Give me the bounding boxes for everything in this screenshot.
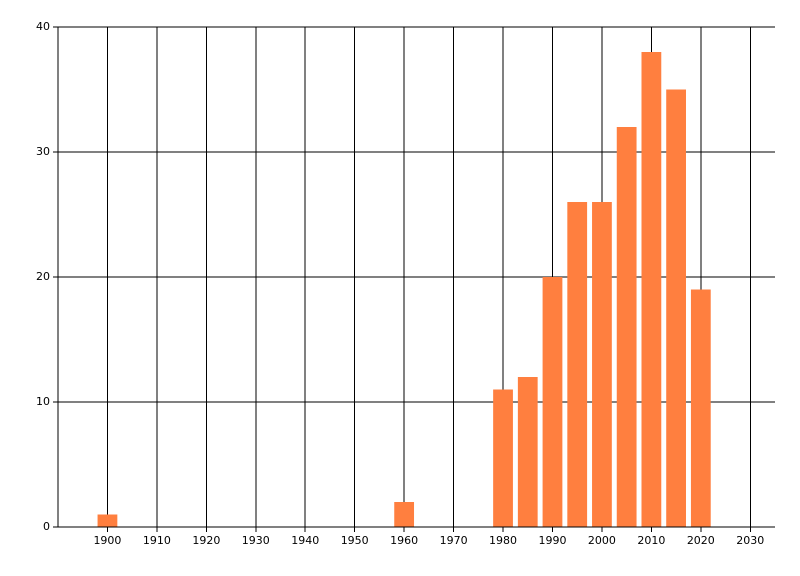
- x-tick-label: 1950: [341, 534, 369, 547]
- x-tick-label: 2000: [588, 534, 616, 547]
- x-tick-label: 1910: [143, 534, 171, 547]
- x-tick-label: 2020: [687, 534, 715, 547]
- y-tick-label: 10: [36, 395, 50, 408]
- bar: [616, 127, 637, 527]
- bar: [666, 89, 686, 527]
- bar: [567, 202, 588, 527]
- x-tick-label: 2010: [637, 534, 665, 547]
- x-tick-label: 2030: [736, 534, 764, 547]
- x-tick-label: 1940: [291, 534, 319, 547]
- bar: [394, 502, 415, 527]
- bar: [97, 514, 118, 527]
- bar: [641, 52, 662, 527]
- y-tick-label: 0: [43, 520, 50, 533]
- x-tick-label: 1920: [192, 534, 220, 547]
- x-tick-label: 1980: [489, 534, 517, 547]
- x-tick-label: 1970: [440, 534, 468, 547]
- bar: [493, 389, 513, 527]
- y-tick-label: 30: [36, 145, 50, 158]
- x-tick-label: 1930: [242, 534, 270, 547]
- bar: [542, 277, 563, 527]
- bar: [592, 202, 612, 527]
- bar: [690, 289, 711, 527]
- bar: [517, 377, 538, 527]
- x-tick-label: 1900: [93, 534, 121, 547]
- y-tick-label: 20: [36, 270, 50, 283]
- y-tick-label: 40: [36, 20, 50, 33]
- x-tick-label: 1990: [538, 534, 566, 547]
- x-tick-label: 1960: [390, 534, 418, 547]
